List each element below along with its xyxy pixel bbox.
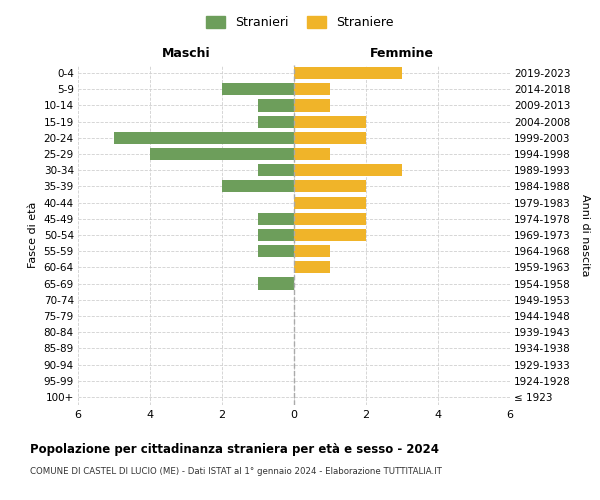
Bar [258, 116, 294, 128]
Bar [258, 164, 294, 176]
Bar [294, 196, 366, 208]
Y-axis label: Fasce di età: Fasce di età [28, 202, 38, 268]
Bar [294, 180, 366, 192]
Bar [294, 164, 402, 176]
Bar [294, 148, 330, 160]
Bar [294, 212, 366, 225]
Bar [294, 262, 330, 274]
Text: Femmine: Femmine [370, 47, 434, 60]
Bar [294, 100, 330, 112]
Bar [294, 229, 366, 241]
Bar [294, 67, 402, 79]
Bar [258, 229, 294, 241]
Text: Popolazione per cittadinanza straniera per età e sesso - 2024: Popolazione per cittadinanza straniera p… [30, 442, 439, 456]
Bar [114, 132, 294, 144]
Text: Maschi: Maschi [161, 47, 211, 60]
Bar [150, 148, 294, 160]
Y-axis label: Anni di nascita: Anni di nascita [580, 194, 590, 276]
Bar [294, 245, 330, 258]
Bar [258, 245, 294, 258]
Bar [258, 100, 294, 112]
Legend: Stranieri, Straniere: Stranieri, Straniere [202, 11, 398, 34]
Bar [294, 116, 366, 128]
Bar [222, 83, 294, 96]
Bar [222, 180, 294, 192]
Bar [294, 83, 330, 96]
Bar [294, 132, 366, 144]
Bar [258, 278, 294, 289]
Bar [258, 212, 294, 225]
Text: COMUNE DI CASTEL DI LUCIO (ME) - Dati ISTAT al 1° gennaio 2024 - Elaborazione TU: COMUNE DI CASTEL DI LUCIO (ME) - Dati IS… [30, 468, 442, 476]
